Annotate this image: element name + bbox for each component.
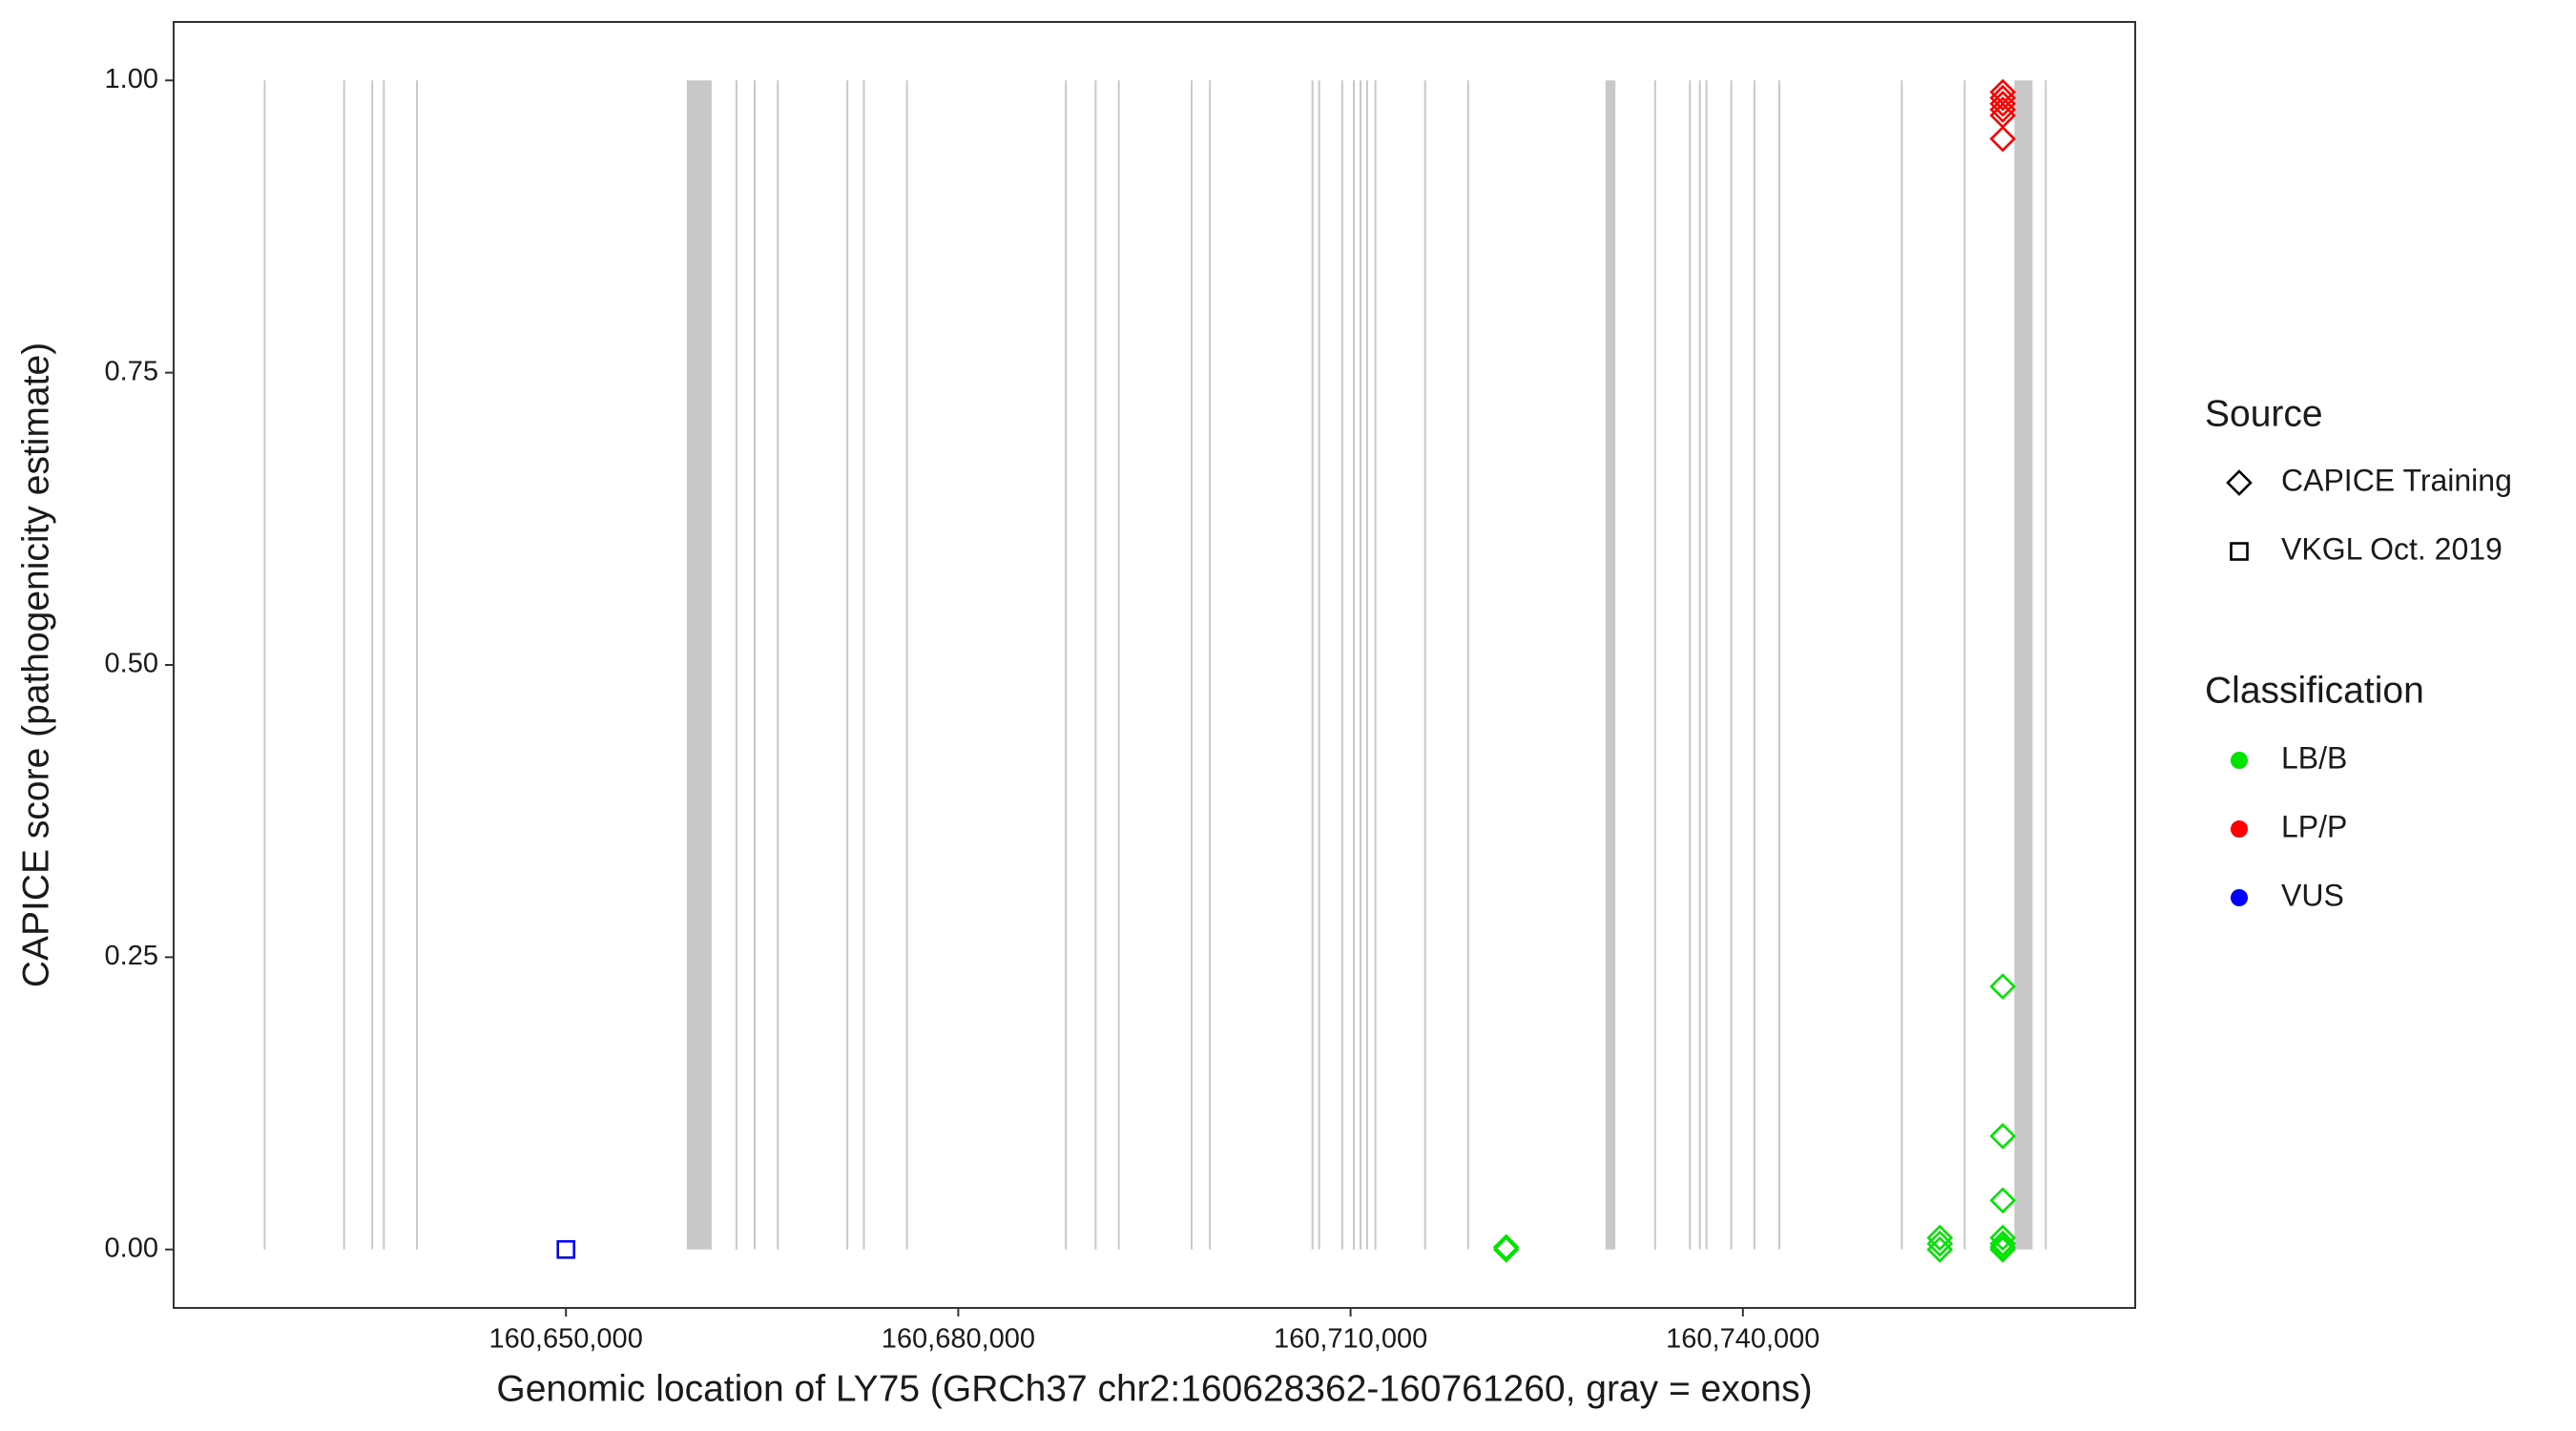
exon xyxy=(735,80,737,1250)
legend-label: VKGL Oct. 2019 xyxy=(2281,531,2503,566)
exon xyxy=(1318,80,1320,1250)
exon xyxy=(1777,80,1780,1250)
data-point xyxy=(1989,1187,2017,1214)
y-tick-label: 0.00 xyxy=(105,1233,158,1263)
exon xyxy=(1191,80,1194,1250)
legend-title: Source xyxy=(2205,393,2323,434)
exon xyxy=(1340,80,1343,1250)
data-point xyxy=(1989,84,2017,112)
legend-key xyxy=(2231,889,2248,906)
exon xyxy=(1705,80,1708,1250)
x-tick-label: 160,710,000 xyxy=(1274,1324,1427,1355)
exon xyxy=(1963,80,1966,1250)
legend-key xyxy=(2226,469,2253,496)
exon xyxy=(1365,80,1368,1250)
exon xyxy=(686,80,712,1250)
exon xyxy=(1605,80,1616,1250)
data-point xyxy=(1989,1123,2017,1150)
exon xyxy=(263,80,266,1250)
exon xyxy=(1353,80,1356,1250)
x-tick-label: 160,650,000 xyxy=(489,1324,643,1355)
data-point xyxy=(1989,96,2017,123)
exon xyxy=(1466,80,1469,1250)
data-point xyxy=(1989,1234,2017,1261)
exon xyxy=(343,80,345,1250)
data-point xyxy=(1492,1234,1520,1261)
data-point xyxy=(1989,1235,2017,1263)
legend-label: LB/B xyxy=(2281,740,2347,775)
data-point xyxy=(1926,1235,1954,1263)
legend-key xyxy=(2231,820,2248,838)
exon xyxy=(1094,80,1097,1250)
exon xyxy=(1209,80,1212,1250)
exon xyxy=(1359,80,1361,1250)
data-point xyxy=(1989,1224,2017,1252)
y-tick-label: 1.00 xyxy=(105,64,158,94)
exon xyxy=(2045,80,2047,1250)
data-point xyxy=(1926,1230,1954,1257)
data-point xyxy=(1926,1224,1954,1252)
exon xyxy=(1689,80,1692,1250)
legend-label: LP/P xyxy=(2281,809,2347,843)
data-point xyxy=(1492,1235,1520,1263)
data-point xyxy=(1989,973,2017,1000)
x-tick-label: 160,680,000 xyxy=(882,1324,1035,1355)
legend-label: CAPICE Training xyxy=(2281,463,2512,497)
exon xyxy=(1753,80,1755,1250)
legend-key xyxy=(2231,752,2248,769)
exon xyxy=(1653,80,1656,1250)
exon xyxy=(1730,80,1733,1250)
data-point xyxy=(1989,125,2017,153)
exon xyxy=(1698,80,1701,1250)
x-tick-label: 160,740,000 xyxy=(1666,1324,1819,1355)
x-axis-title: Genomic location of LY75 (GRCh37 chr2:16… xyxy=(496,1368,1812,1409)
data-point xyxy=(1989,90,2017,117)
exon xyxy=(383,80,385,1250)
data-point xyxy=(1989,1230,2017,1257)
y-axis-title: CAPICE score (pathogenicity estimate) xyxy=(15,342,56,987)
exon xyxy=(1423,80,1426,1250)
exon xyxy=(1374,80,1377,1250)
exon xyxy=(1117,80,1120,1250)
exon xyxy=(777,80,779,1250)
plot-border xyxy=(173,21,2136,1309)
exon xyxy=(846,80,849,1250)
legend-label: VUS xyxy=(2281,878,2344,912)
y-tick-label: 0.50 xyxy=(105,649,158,679)
exon xyxy=(905,80,908,1250)
y-tick-label: 0.25 xyxy=(105,941,158,971)
exon xyxy=(1901,80,1903,1250)
exon xyxy=(1311,80,1314,1250)
exon xyxy=(416,80,419,1250)
y-tick-label: 0.75 xyxy=(105,356,158,386)
exon xyxy=(753,80,756,1250)
exon xyxy=(2014,80,2033,1250)
exon xyxy=(1065,80,1068,1250)
exon xyxy=(862,80,865,1250)
data-point xyxy=(556,1239,576,1259)
exon xyxy=(371,80,374,1250)
legend-key xyxy=(2230,542,2249,561)
legend-title: Classification xyxy=(2205,670,2424,711)
